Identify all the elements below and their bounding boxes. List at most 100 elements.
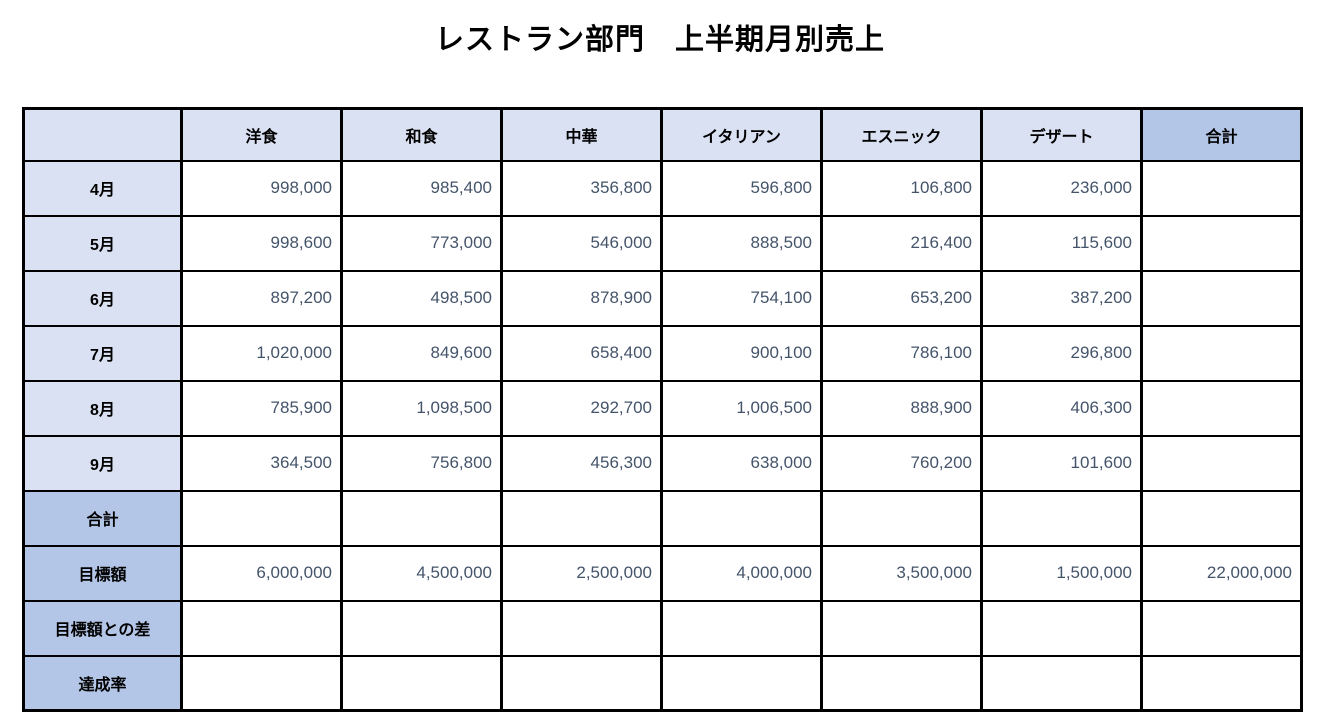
data-cell: 596,800	[660, 159, 823, 217]
data-cell	[980, 599, 1143, 657]
data-cell: 364,500	[180, 434, 343, 492]
data-cell: 216,400	[820, 214, 983, 272]
table-row: 目標額との差	[22, 599, 1303, 657]
table-row: 8月 785,900 1,098,500 292,700 1,006,500 888,90…	[22, 379, 1303, 437]
data-cell: 760,200	[820, 434, 983, 492]
data-cell: 1,098,500	[340, 379, 503, 437]
table-row: 合計	[22, 489, 1303, 547]
row-label: 7月	[22, 324, 183, 382]
data-cell	[500, 489, 663, 547]
row-label: 5月	[22, 214, 183, 272]
row-label: 6月	[22, 269, 183, 327]
data-cell: 22,000,000	[1140, 544, 1303, 602]
column-header: デザート	[980, 107, 1143, 162]
data-cell: 653,200	[820, 269, 983, 327]
data-cell: 998,000	[180, 159, 343, 217]
row-label: 達成率	[22, 654, 183, 712]
data-cell	[1140, 489, 1303, 547]
data-cell: 115,600	[980, 214, 1143, 272]
data-cell: 356,800	[500, 159, 663, 217]
data-cell	[1140, 214, 1303, 272]
data-cell	[340, 654, 503, 712]
table-row: 6月 897,200 498,500 878,900 754,100 653,200 387…	[22, 269, 1303, 327]
data-cell	[1140, 159, 1303, 217]
data-cell	[1140, 269, 1303, 327]
data-cell	[1140, 379, 1303, 437]
data-cell: 888,500	[660, 214, 823, 272]
data-cell: 456,300	[500, 434, 663, 492]
data-cell: 897,200	[180, 269, 343, 327]
data-cell: 773,000	[340, 214, 503, 272]
row-label: 合計	[22, 489, 183, 547]
data-cell	[660, 599, 823, 657]
data-cell: 998,600	[180, 214, 343, 272]
data-cell: 888,900	[820, 379, 983, 437]
row-label: 4月	[22, 159, 183, 217]
column-header: 和食	[340, 107, 503, 162]
row-label: 9月	[22, 434, 183, 492]
data-cell	[1140, 434, 1303, 492]
data-cell	[1140, 599, 1303, 657]
column-header: エスニック	[820, 107, 983, 162]
header-row: 洋食 和食 中華 イタリアン エスニック デザート 合計	[22, 107, 1303, 162]
data-cell: 406,300	[980, 379, 1143, 437]
data-cell	[340, 599, 503, 657]
data-cell	[660, 654, 823, 712]
data-cell: 292,700	[500, 379, 663, 437]
data-cell: 786,100	[820, 324, 983, 382]
data-cell	[820, 489, 983, 547]
data-cell: 3,500,000	[820, 544, 983, 602]
data-cell	[980, 654, 1143, 712]
data-cell: 106,800	[820, 159, 983, 217]
data-cell: 2,500,000	[500, 544, 663, 602]
row-label: 目標額	[22, 544, 183, 602]
data-cell: 296,800	[980, 324, 1143, 382]
data-cell	[660, 489, 823, 547]
data-cell: 900,100	[660, 324, 823, 382]
data-cell: 1,006,500	[660, 379, 823, 437]
table-row: 目標額 6,000,000 4,500,000 2,500,000 4,000,000 3…	[22, 544, 1303, 602]
corner-cell	[22, 107, 183, 162]
data-cell	[820, 654, 983, 712]
row-label: 8月	[22, 379, 183, 437]
data-cell: 1,020,000	[180, 324, 343, 382]
table-row: 7月 1,020,000 849,600 658,400 900,100 786,100 2…	[22, 324, 1303, 382]
data-cell: 785,900	[180, 379, 343, 437]
data-cell: 849,600	[340, 324, 503, 382]
column-header: 中華	[500, 107, 663, 162]
table-row: 達成率	[22, 654, 1303, 712]
data-cell: 1,500,000	[980, 544, 1143, 602]
data-cell: 546,000	[500, 214, 663, 272]
data-cell	[180, 599, 343, 657]
page-title: レストラン部門 上半期月別売上	[434, 24, 885, 56]
table-row: 4月 998,000 985,400 356,800 596,800 106,800 236…	[22, 159, 1303, 217]
data-cell: 4,000,000	[660, 544, 823, 602]
data-cell	[1140, 324, 1303, 382]
data-cell: 658,400	[500, 324, 663, 382]
table-row: 9月 364,500 756,800 456,300 638,000 760,200 101…	[22, 434, 1303, 492]
data-cell: 387,200	[980, 269, 1143, 327]
data-cell: 101,600	[980, 434, 1143, 492]
data-cell	[1140, 654, 1303, 712]
data-cell: 236,000	[980, 159, 1143, 217]
data-cell	[500, 599, 663, 657]
data-cell: 985,400	[340, 159, 503, 217]
data-cell	[340, 489, 503, 547]
data-cell: 4,500,000	[340, 544, 503, 602]
row-label: 目標額との差	[22, 599, 183, 657]
data-cell	[180, 489, 343, 547]
table-row: 5月 998,600 773,000 546,000 888,500 216,400 115…	[22, 214, 1303, 272]
data-cell	[500, 654, 663, 712]
data-cell: 754,100	[660, 269, 823, 327]
data-cell	[180, 654, 343, 712]
data-cell: 878,900	[500, 269, 663, 327]
table-body: 4月 998,000 985,400 356,800 596,800 106,800 236…	[22, 159, 1303, 712]
data-cell	[980, 489, 1143, 547]
column-header: イタリアン	[660, 107, 823, 162]
sales-table: 洋食 和食 中華 イタリアン エスニック デザート 合計 4月 998,000 985,400 3…	[22, 107, 1303, 712]
data-cell: 638,000	[660, 434, 823, 492]
data-cell: 498,500	[340, 269, 503, 327]
data-cell: 756,800	[340, 434, 503, 492]
column-header: 洋食	[180, 107, 343, 162]
